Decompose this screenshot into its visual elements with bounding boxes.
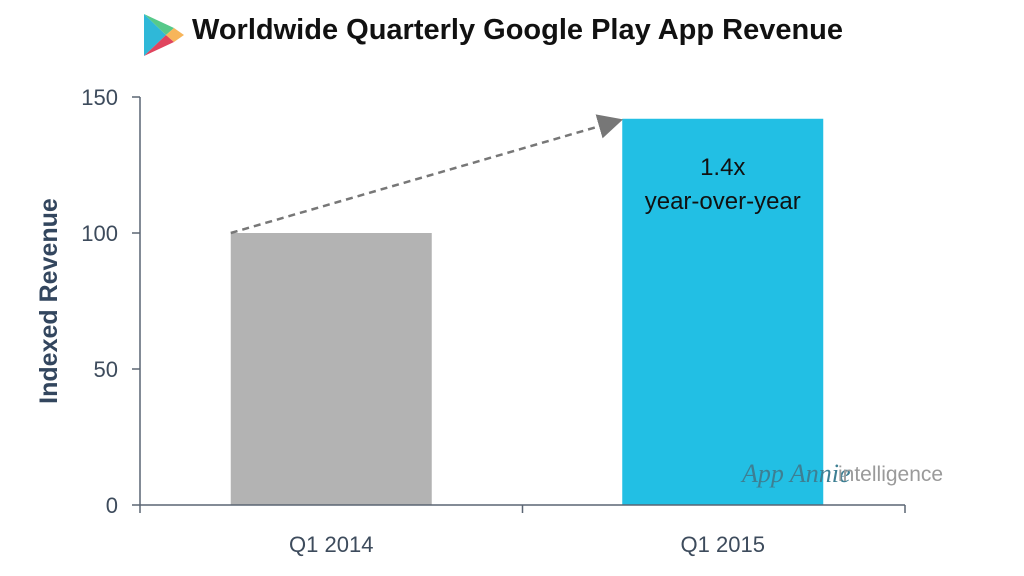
annotation-yoy: year-over-year	[645, 188, 801, 215]
x-tick-label: Q1 2015	[681, 532, 765, 557]
y-tick-label: 50	[94, 357, 118, 382]
y-tick-label: 0	[106, 493, 118, 518]
growth-arrow	[230, 114, 624, 235]
watermark-suffix: intelligence	[838, 463, 943, 486]
annotation-multiplier: 1.4x	[700, 154, 745, 181]
bar-q1-2015	[622, 118, 824, 505]
google-play-icon	[144, 14, 184, 56]
y-axis-label: Indexed Revenue	[35, 198, 63, 404]
watermark-brand: App Annie	[740, 459, 851, 488]
x-tick-label: Q1 2014	[289, 532, 373, 557]
chart-title: Worldwide Quarterly Google Play App Reve…	[192, 14, 844, 46]
y-tick-label: 150	[81, 85, 118, 110]
y-tick-label: 100	[81, 221, 118, 246]
bar-q1-2014	[230, 233, 432, 505]
